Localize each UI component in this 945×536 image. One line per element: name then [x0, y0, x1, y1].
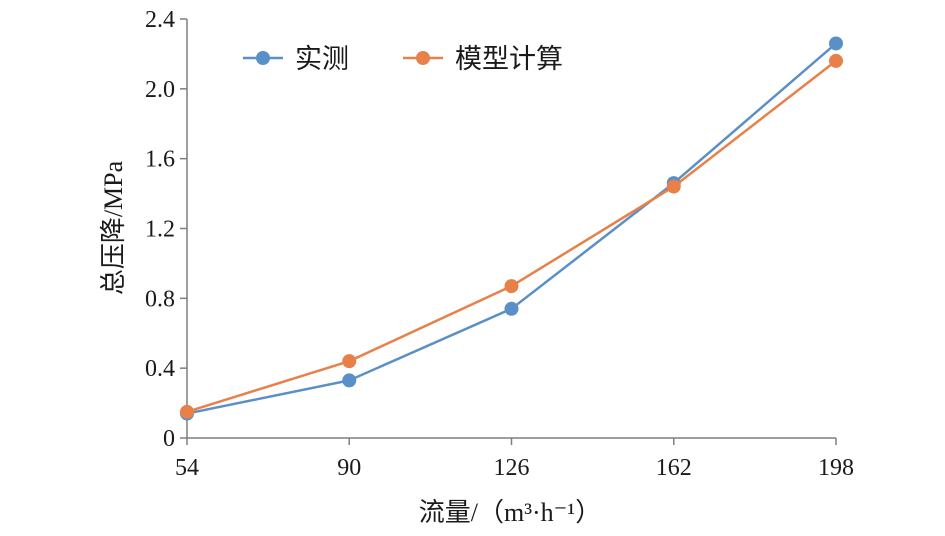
axes	[180, 18, 837, 445]
legend: 实测 模型计算	[243, 44, 563, 74]
data-point	[829, 53, 843, 68]
tick-labels: 0 0.4 0.8 1.2 1.6 2.0 2.4 54 90 126 162 198	[145, 7, 854, 481]
data-point	[342, 373, 357, 388]
legend-marker	[256, 51, 270, 65]
data-point	[829, 36, 843, 51]
legend-item: 实测	[243, 44, 349, 74]
series-2	[180, 53, 843, 419]
y-tick-label: 2.0	[145, 77, 175, 103]
data-point	[504, 301, 519, 316]
data-point	[666, 179, 681, 194]
series-group	[180, 36, 843, 421]
y-tick-label: 0.4	[145, 356, 175, 382]
legend-item: 模型计算	[403, 44, 563, 74]
x-tick-label: 90	[337, 455, 361, 481]
y-tick-label: 0.8	[145, 286, 175, 312]
series-line	[186, 59, 837, 414]
legend-marker	[416, 51, 430, 65]
data-point	[342, 354, 357, 369]
series-1	[180, 36, 843, 421]
x-tick-label: 126	[494, 455, 530, 481]
x-axis-title: 流量/（m³·h⁻¹）	[419, 498, 601, 527]
x-tick-label: 198	[818, 455, 854, 481]
x-tick-label: 162	[656, 455, 692, 481]
data-point	[504, 279, 519, 294]
y-axis-title: 总压降/MPa	[99, 160, 128, 295]
x-tick-label: 54	[175, 455, 199, 481]
legend-label: 实测	[295, 44, 349, 74]
y-tick-label: 1.6	[145, 147, 175, 173]
y-tick-label: 2.4	[145, 7, 175, 33]
legend-label: 模型计算	[455, 44, 563, 74]
data-point	[180, 404, 194, 419]
y-tick-label: 1.2	[145, 217, 175, 243]
series-line	[186, 42, 837, 415]
y-tick-label: 0	[163, 426, 175, 452]
